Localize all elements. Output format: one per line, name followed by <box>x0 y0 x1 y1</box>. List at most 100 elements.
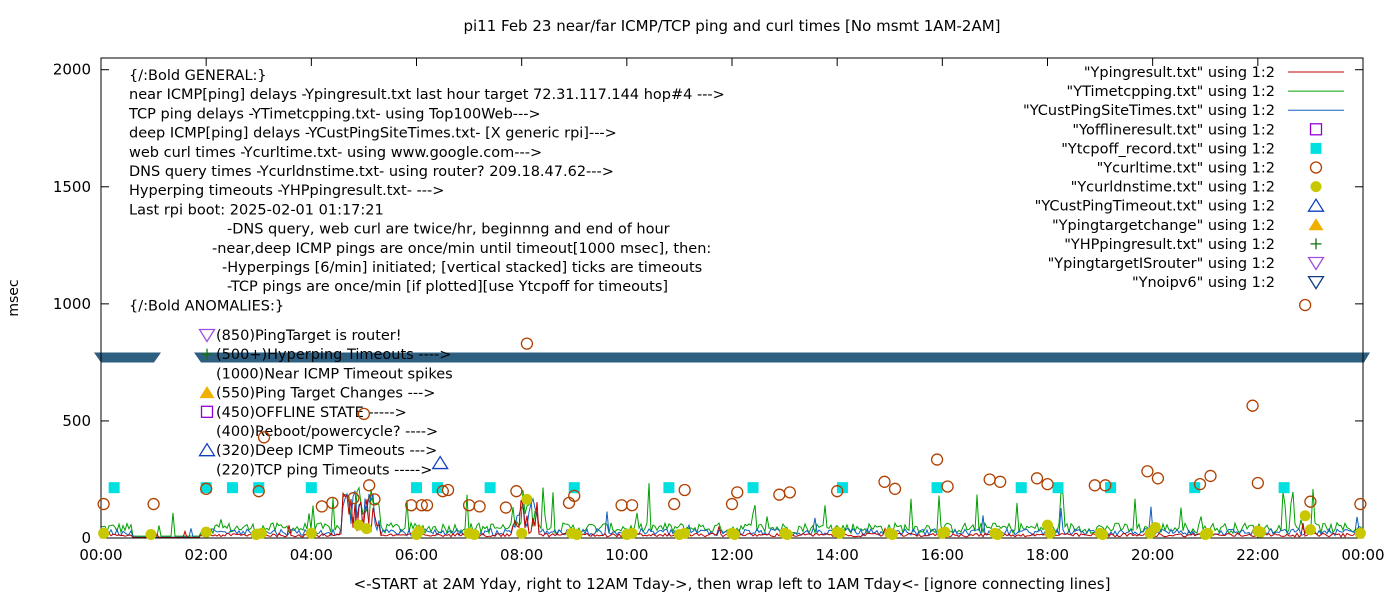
data-point <box>731 486 744 499</box>
x-tick-label: 18:00 <box>1026 546 1069 564</box>
anomaly-label: (450)OFFLINE STATE -----> <box>216 405 407 421</box>
x-tick-label: 00:00 <box>1341 546 1384 564</box>
data-point <box>510 485 523 498</box>
data-point <box>878 475 891 488</box>
data-point <box>347 492 360 505</box>
legend-marker <box>1310 181 1322 193</box>
data-point <box>831 485 844 498</box>
data-point <box>255 527 267 539</box>
data-point <box>411 482 422 494</box>
x-tick-label: 00:00 <box>79 546 122 564</box>
x-axis-label: <-START at 2AM Yday, right to 12AM Tday-… <box>354 575 1111 593</box>
data-point <box>568 489 581 503</box>
data-point <box>1202 527 1214 539</box>
legend-marker <box>1309 161 1323 174</box>
annotation-line: Last rpi boot: 2025-02-01 01:17:21 <box>129 202 384 218</box>
x-tick-label: 20:00 <box>1131 546 1174 564</box>
data-point <box>1304 524 1316 536</box>
data-point <box>1030 472 1044 485</box>
data-point <box>305 482 317 494</box>
anomaly-label: (850)PingTarget is router! <box>216 328 402 344</box>
anomaly-marker <box>199 386 215 399</box>
anomaly-marker <box>198 442 216 457</box>
annotation-line: {/:Bold ANOMALIES:} <box>129 298 284 314</box>
annotation-line: -DNS query, web curl are twice/hr, begin… <box>227 222 670 238</box>
band-segment <box>194 352 1370 363</box>
data-point <box>441 483 455 497</box>
legend-marker <box>1308 218 1324 231</box>
data-point <box>678 483 691 497</box>
legend-label: "YHPpingresult.txt" using 1:2 <box>1064 237 1275 253</box>
data-point <box>432 482 444 494</box>
data-point <box>626 527 638 539</box>
anomaly-label: (320)Deep ICMP Timeouts ---> <box>216 443 437 459</box>
y-tick-label: 0 <box>81 529 91 547</box>
legend-label: "Ytcpoff_record.txt" using 1:2 <box>1061 141 1275 157</box>
anomaly-label: (400)Reboot/powercycle? ----> <box>216 424 438 440</box>
data-point <box>930 453 944 466</box>
data-point <box>431 455 449 470</box>
y-tick-label: 500 <box>62 412 91 430</box>
legend-label: "Ycurldnstime.txt" using 1:2 <box>1071 180 1275 196</box>
data-point <box>1204 469 1217 483</box>
legend: "Ypingresult.txt" using 1:2 "YTimetcpping… <box>1023 65 1344 291</box>
band-segment <box>94 352 161 363</box>
x-tick-label: 02:00 <box>185 546 228 564</box>
data-point <box>1299 298 1312 312</box>
data-point <box>108 482 120 494</box>
annotation-line: Hyperping timeouts -YHPpingresult.txt- -… <box>129 183 444 199</box>
anomaly-label: (1000)Near ICMP Timeout spikes <box>216 366 453 382</box>
data-point <box>368 493 381 506</box>
anomaly-marker <box>201 348 213 360</box>
data-point <box>888 482 902 495</box>
y-axis-label: msec <box>6 279 22 316</box>
anomaly-label: (220)TCP ping Timeouts -----> <box>216 462 432 478</box>
x-tick-label: 22:00 <box>1236 546 1279 564</box>
data-point <box>568 482 580 494</box>
data-point <box>781 528 793 540</box>
data-point <box>145 528 157 540</box>
data-point <box>253 482 265 494</box>
data-point <box>1193 477 1207 491</box>
data-point <box>1097 528 1109 540</box>
x-tick-label: 12:00 <box>710 546 753 564</box>
legend-label: "Ypingtargetchange" using 1:2 <box>1052 218 1275 234</box>
annotation-line: -Hyperpings [6/min] initiated; [vertical… <box>222 260 702 276</box>
data-point <box>668 497 681 511</box>
data-point <box>836 482 848 494</box>
legend-marker <box>1310 142 1322 154</box>
data-point <box>1044 527 1056 539</box>
data-point <box>1251 476 1264 490</box>
legend-marker <box>1310 238 1322 250</box>
data-point <box>252 485 265 498</box>
data-point <box>1354 527 1366 539</box>
data-point <box>436 485 449 498</box>
data-point <box>305 527 317 539</box>
data-point <box>326 496 339 510</box>
data-point <box>516 527 528 539</box>
x-tick-label: 06:00 <box>395 546 438 564</box>
anomaly-marker <box>200 405 214 418</box>
legend-label: "YTimetcpping.txt" using 1:2 <box>1067 84 1275 100</box>
legend-label: "YCustPingSiteTimes.txt" using 1:2 <box>1023 103 1275 119</box>
data-point <box>1278 482 1290 494</box>
data-points <box>97 298 1367 540</box>
data-point <box>571 528 583 540</box>
data-point <box>357 407 371 421</box>
annotation-line: near ICMP[ping] delays -Ypingresult.txt … <box>129 87 725 103</box>
data-point <box>834 527 846 539</box>
data-point <box>1354 497 1367 511</box>
data-point <box>521 493 533 505</box>
x-tick-label: 10:00 <box>605 546 648 564</box>
legend-label: "Ypingresult.txt" using 1:2 <box>1084 65 1275 81</box>
data-point <box>468 528 480 540</box>
data-point <box>415 499 428 512</box>
legend-marker <box>1307 197 1325 212</box>
data-point <box>200 482 212 494</box>
data-point <box>1041 477 1054 491</box>
data-point <box>939 526 951 538</box>
x-tick-label: 16:00 <box>921 546 964 564</box>
data-point <box>992 528 1004 540</box>
data-point <box>420 499 434 512</box>
